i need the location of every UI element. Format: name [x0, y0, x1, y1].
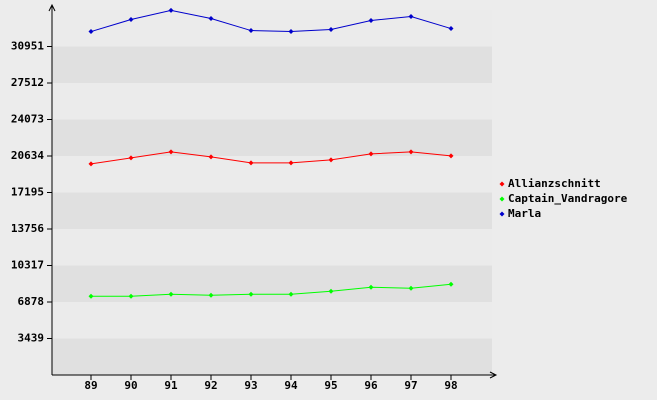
- series-line: [91, 283, 452, 297]
- y-tick-label: 27512: [11, 76, 44, 89]
- legend-label: Allianzschnitt: [508, 177, 601, 190]
- legend-marker: [499, 196, 505, 202]
- grid-band: [52, 192, 492, 229]
- x-axis-arrow: [489, 371, 498, 379]
- x-tick-label: 90: [124, 379, 137, 392]
- x-tick-label: 95: [324, 379, 337, 392]
- x-tick-label: 92: [204, 379, 217, 392]
- point-marker: [328, 27, 334, 33]
- point-marker: [128, 293, 134, 299]
- y-tick-label: 20634: [11, 149, 44, 162]
- point-marker: [88, 29, 94, 35]
- legend-label: Captain_Vandragore: [508, 192, 628, 205]
- series-line: [90, 151, 452, 165]
- point-marker: [208, 292, 214, 298]
- x-tick-label: 98: [444, 379, 457, 392]
- y-tick-label: 13756: [11, 222, 44, 235]
- x-tick-label: 93: [244, 379, 257, 392]
- grid-band: [52, 338, 492, 375]
- grid-band: [52, 119, 492, 156]
- point-marker: [248, 291, 254, 297]
- y-tick-label: 30951: [11, 40, 44, 53]
- point-marker: [408, 149, 414, 155]
- point-marker: [288, 29, 294, 35]
- point-marker: [168, 7, 174, 13]
- point-marker: [208, 154, 214, 160]
- point-marker: [448, 281, 454, 287]
- point-marker: [368, 151, 374, 157]
- point-marker: [128, 155, 134, 161]
- legend-marker: [499, 181, 505, 187]
- point-marker: [208, 16, 214, 22]
- point-marker: [168, 291, 174, 297]
- point-marker: [408, 14, 414, 20]
- point-marker: [288, 291, 294, 297]
- y-tick-label: 3439: [18, 332, 45, 345]
- grid-band: [52, 302, 492, 339]
- x-tick-label: 91: [164, 379, 178, 392]
- y-tick-label: 17195: [11, 186, 44, 199]
- point-marker: [168, 149, 174, 155]
- x-tick-label: 97: [404, 379, 417, 392]
- x-tick-label: 89: [84, 379, 97, 392]
- x-tick-label: 94: [284, 379, 298, 392]
- point-marker: [328, 157, 334, 163]
- point-marker: [128, 17, 134, 23]
- x-tick-label: 96: [364, 379, 378, 392]
- point-marker: [248, 160, 254, 166]
- point-marker: [288, 160, 294, 166]
- y-axis-arrow: [48, 3, 56, 12]
- y-tick-label: 24073: [11, 113, 44, 126]
- grid-band: [52, 156, 492, 193]
- point-marker: [88, 161, 94, 167]
- grid-band: [52, 229, 492, 266]
- point-marker: [328, 288, 334, 294]
- point-marker: [448, 26, 454, 32]
- grid-band: [52, 83, 492, 120]
- grid-band: [52, 46, 492, 83]
- y-tick-label: 10317: [11, 259, 44, 272]
- series-line: [90, 9, 452, 33]
- point-marker: [368, 284, 374, 290]
- point-marker: [88, 293, 94, 299]
- y-tick-label: 6878: [18, 295, 45, 308]
- point-marker: [368, 18, 374, 24]
- point-marker: [448, 153, 454, 159]
- point-marker: [248, 28, 254, 34]
- legend-label: Marla: [508, 207, 541, 220]
- point-marker: [408, 285, 414, 291]
- grid-band: [52, 10, 492, 47]
- legend-marker: [499, 211, 505, 217]
